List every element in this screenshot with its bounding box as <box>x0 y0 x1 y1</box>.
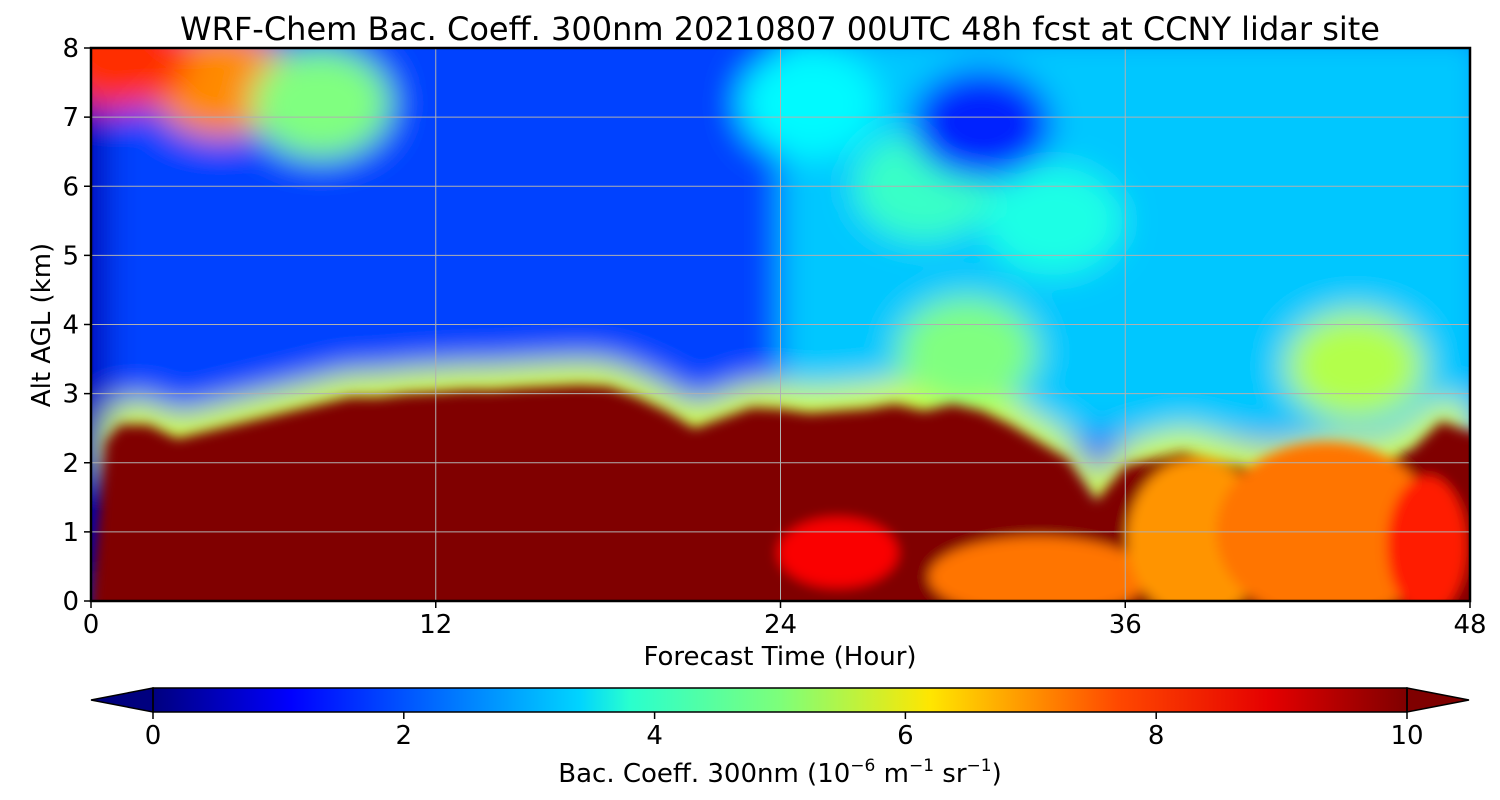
heatmap-blob <box>911 69 1052 180</box>
heatmap-blob <box>983 165 1124 276</box>
x-tick-label: 0 <box>83 610 100 640</box>
warm-spot <box>1386 475 1467 601</box>
colorbar-tick-label: 8 <box>1148 721 1165 751</box>
y-tick-label: 7 <box>62 103 79 133</box>
colorbar-label: Bac. Coeff. 300nm (10−6 m−1 sr−1) <box>558 756 1001 789</box>
y-tick-label: 6 <box>62 172 79 202</box>
x-tick-label: 12 <box>419 610 452 640</box>
colorbar: 0 2 4 6 8 10 Bac. Coeff. 300nm (10−6 m−1 sr−1… <box>90 687 1470 789</box>
x-tick-label: 24 <box>764 610 797 640</box>
x-axis-label: Forecast Time (Hour) <box>643 642 916 672</box>
y-tick-label: 0 <box>62 587 79 617</box>
colorbar-extend-low <box>90 687 154 713</box>
y-tick-label: 4 <box>62 311 79 341</box>
colorbar-gradient <box>153 688 1407 712</box>
y-tick-label: 2 <box>62 449 79 479</box>
chart-title: WRF-Chem Bac. Coeff. 300nm 20210807 00UT… <box>180 10 1380 48</box>
y-tick-label: 8 <box>62 34 79 64</box>
colorbar-frame <box>152 687 1408 713</box>
colorbar-tick-label: 6 <box>897 721 914 751</box>
y-tick-label: 5 <box>62 241 79 271</box>
y-axis-ticks: 0 1 2 3 4 5 6 7 8 <box>62 34 91 617</box>
colorbar-tick-label: 0 <box>145 721 162 751</box>
warm-spot <box>1216 441 1437 601</box>
y-tick-label: 3 <box>62 380 79 410</box>
colorbar-tick-label: 10 <box>1390 721 1423 751</box>
colorbar-tick-label: 2 <box>396 721 413 751</box>
heatmap-blob <box>739 48 880 159</box>
heatmap-blob <box>250 48 391 159</box>
heatmap-blob <box>897 297 1038 408</box>
x-tick-label: 36 <box>1109 610 1142 640</box>
y-axis-label: Alt AGL (km) <box>27 243 57 407</box>
heatmap-blob <box>1285 310 1426 421</box>
x-axis-ticks: 0 12 24 36 48 <box>83 601 1487 640</box>
plot-area <box>91 48 1470 601</box>
warm-spot <box>777 517 898 588</box>
colorbar-tick-label: 4 <box>646 721 663 751</box>
y-tick-label: 1 <box>62 518 79 548</box>
warm-spot <box>929 536 1150 601</box>
colorbar-extend-high <box>1406 687 1470 713</box>
heatmap-blob <box>91 48 190 110</box>
grid-lines <box>91 48 1470 601</box>
x-tick-label: 48 <box>1453 610 1486 640</box>
colorbar-ticks: 0 2 4 6 8 10 <box>145 712 1424 751</box>
